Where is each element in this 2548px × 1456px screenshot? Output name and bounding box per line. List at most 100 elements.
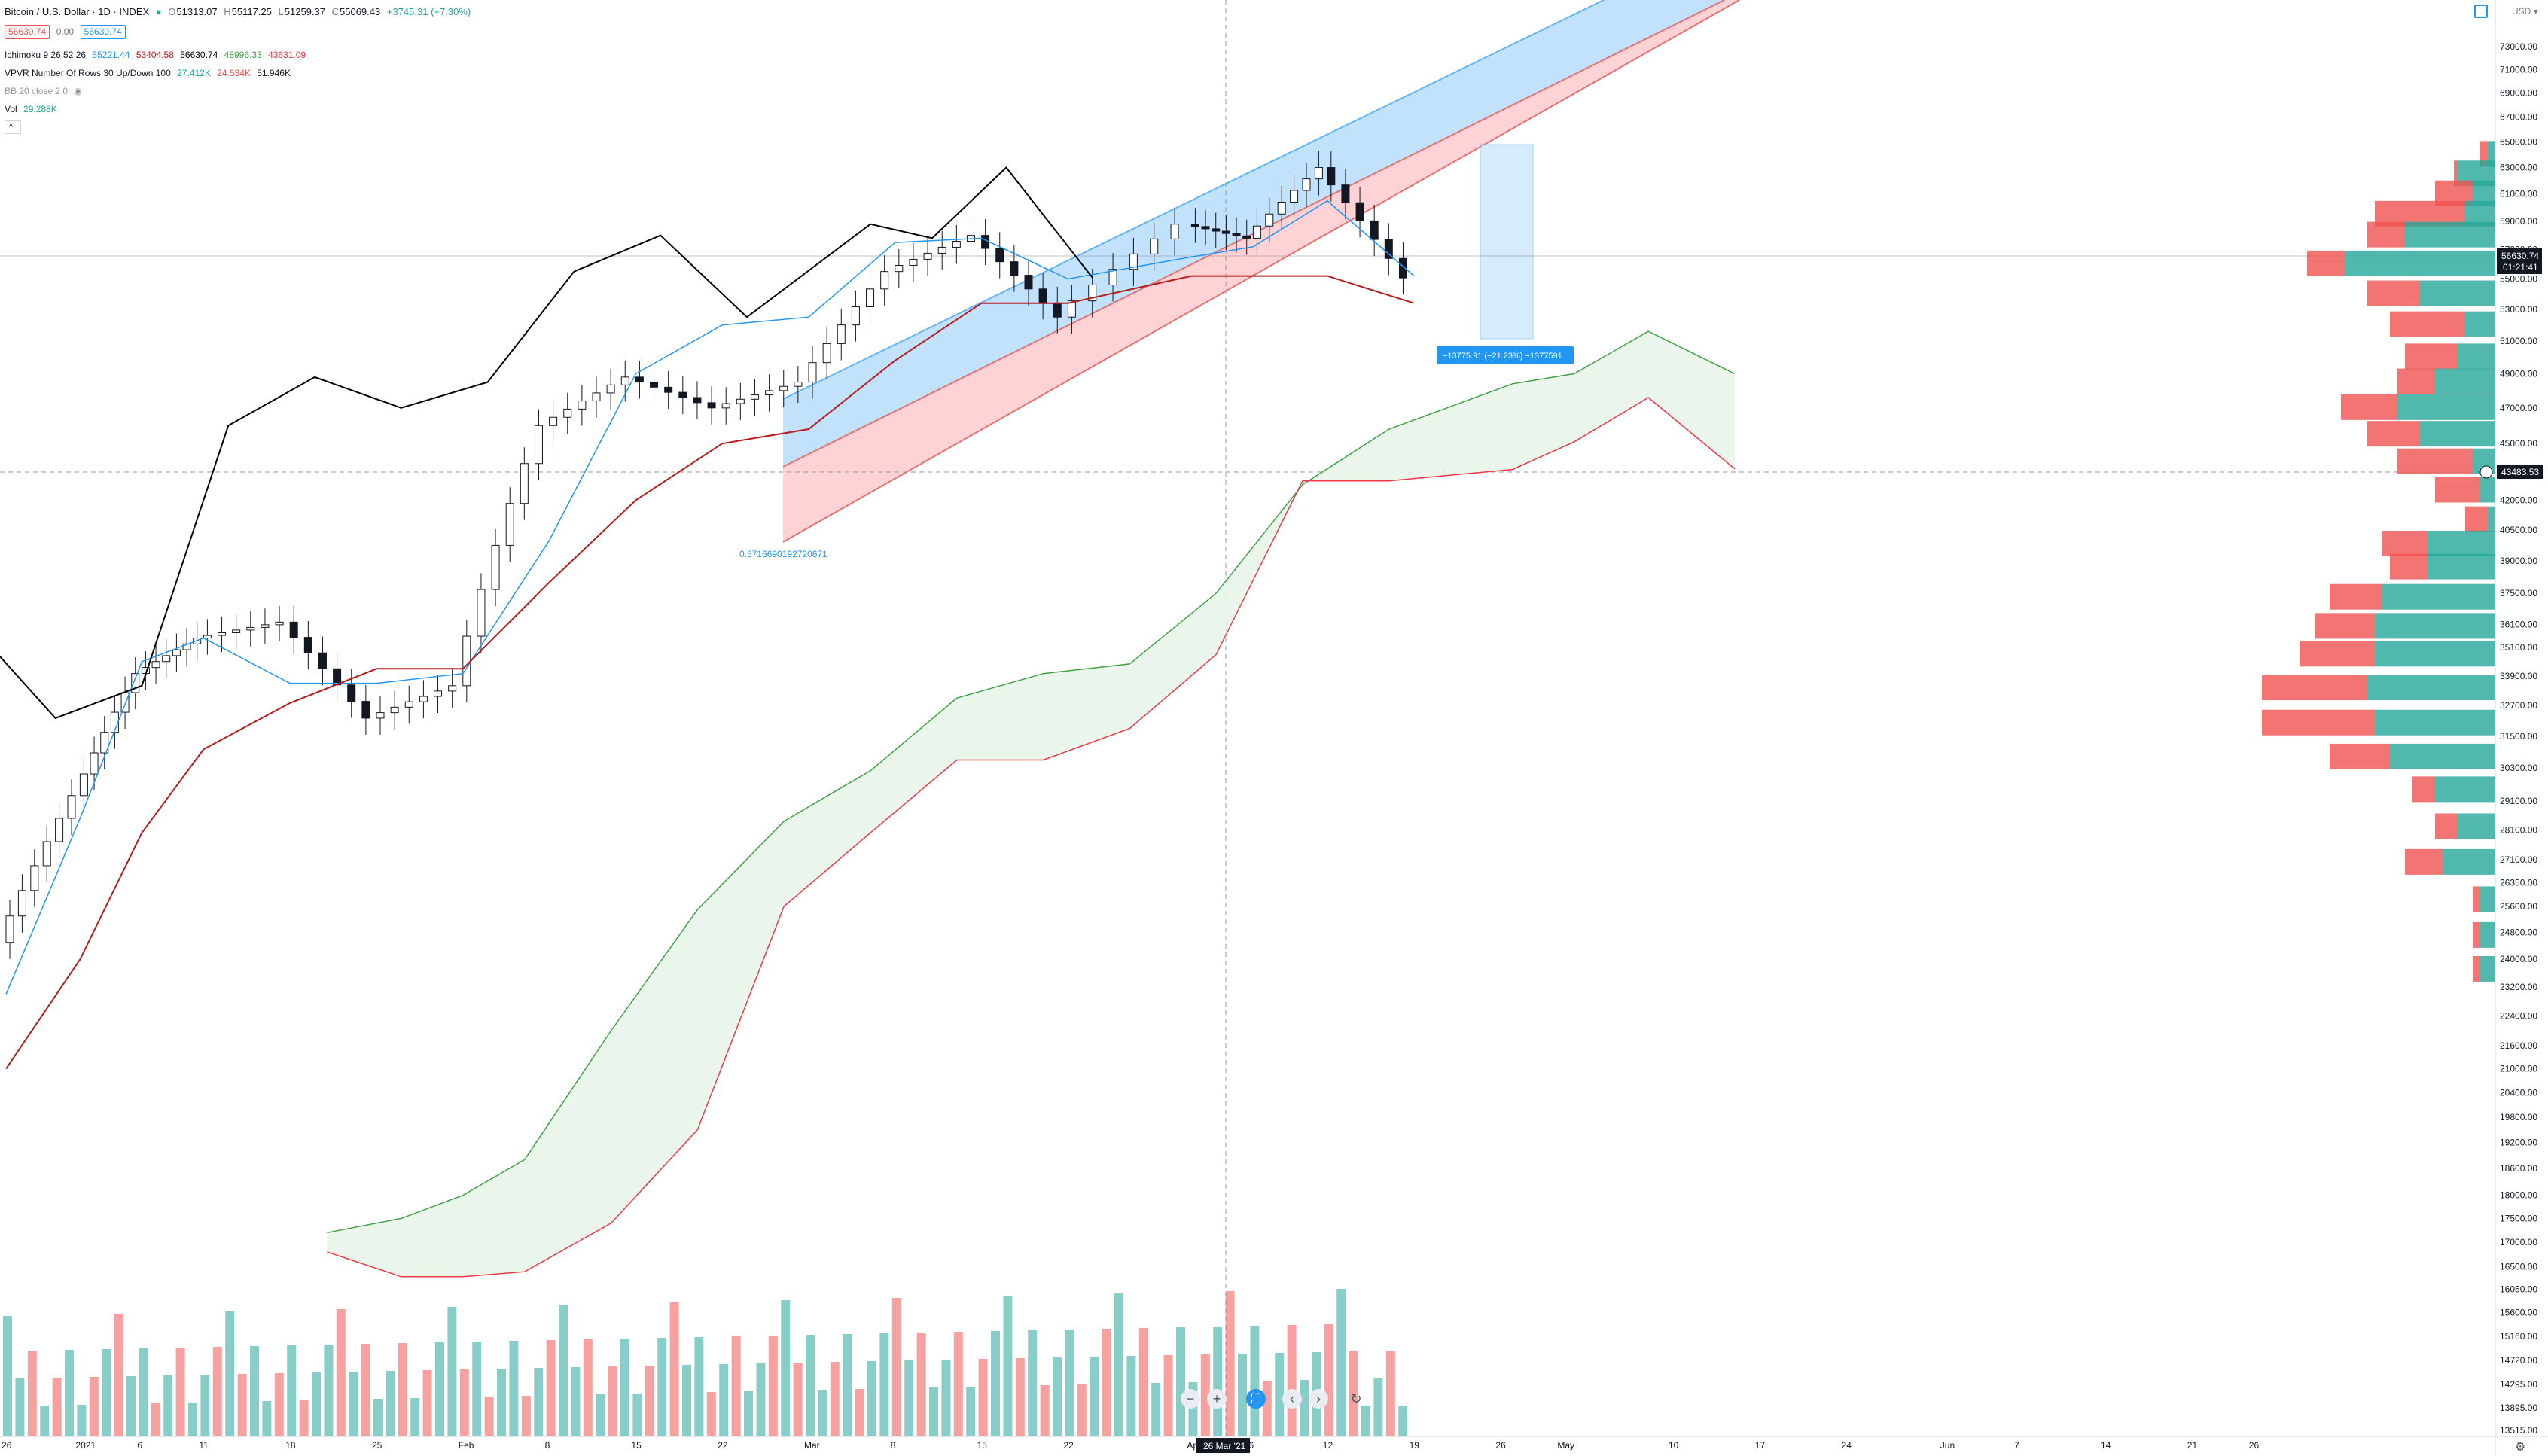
- volume-bar: [571, 1367, 581, 1436]
- volume-bar: [521, 1396, 531, 1436]
- volume-bar: [435, 1342, 444, 1436]
- volume-bar: [1225, 1291, 1235, 1436]
- scroll-right-button[interactable]: ›: [1309, 1389, 1328, 1409]
- candle-body: [981, 235, 990, 249]
- price-axis-label: 21000.00: [2500, 1064, 2537, 1074]
- currency-selector[interactable]: USD ▾: [2512, 6, 2538, 17]
- volume-bar: [756, 1363, 766, 1436]
- candle-body: [261, 624, 270, 628]
- refresh-button[interactable]: ↻: [1350, 1391, 1362, 1406]
- candle-body: [1384, 239, 1393, 259]
- candle-body: [1277, 201, 1286, 215]
- volume-bar: [349, 1372, 358, 1436]
- volume-bar: [768, 1336, 778, 1436]
- ichimoku-chikou-line: [0, 166, 1093, 720]
- candle-body: [721, 403, 730, 409]
- candle-body: [923, 252, 932, 260]
- price-axis-label: 17000.00: [2500, 1237, 2537, 1247]
- crosshair-plus-icon[interactable]: [2479, 465, 2493, 479]
- volume-bar: [706, 1392, 716, 1436]
- time-axis-label: 15: [977, 1440, 988, 1451]
- settings-gear-icon[interactable]: ⚙: [2515, 1441, 2526, 1454]
- buy-price-box[interactable]: 56630.74: [80, 25, 126, 39]
- ohlc-close: 55069.43: [340, 6, 381, 17]
- indicator-vpvr[interactable]: VPVR Number Of Rows 30 Up/Down 100 27.41…: [5, 68, 294, 78]
- price-axis-label: 31500.00: [2500, 731, 2537, 742]
- volume-bar: [1015, 1358, 1025, 1436]
- zoom-out-button[interactable]: −: [1181, 1389, 1200, 1409]
- time-axis-label: 18: [285, 1440, 296, 1451]
- candle-body: [1341, 184, 1350, 203]
- alert-icon[interactable]: [2474, 5, 2488, 18]
- volume-bar: [1349, 1351, 1358, 1436]
- candle-body: [90, 752, 99, 775]
- volume-profile-down-bar: [2473, 955, 2480, 982]
- indicator-name: BB 20 close 2 0: [5, 86, 69, 96]
- sell-price-box[interactable]: 56630.74: [5, 25, 50, 39]
- volume-profile-up-bar: [2435, 776, 2495, 803]
- fib-value-label: 0.5716690192720671: [739, 549, 827, 559]
- price-axis-label: 24000.00: [2500, 954, 2537, 964]
- candle-body: [151, 661, 160, 669]
- volume-bar: [361, 1344, 370, 1436]
- volume-profile-up-bar: [2480, 921, 2495, 948]
- volume-bar: [1300, 1380, 1309, 1436]
- volume-profile-down-bar: [2405, 343, 2458, 370]
- volume-profile-down-bar: [2454, 160, 2458, 187]
- candle-body: [1370, 220, 1379, 240]
- volume-bar: [1003, 1296, 1013, 1436]
- volume-bar: [806, 1335, 815, 1436]
- price-axis-label: 19200.00: [2500, 1137, 2537, 1147]
- time-axis-label: Feb: [459, 1440, 474, 1451]
- candle-body: [100, 732, 109, 754]
- volume-bar: [1336, 1289, 1346, 1436]
- volume-bar: [312, 1372, 321, 1436]
- volume-profile-up-bar: [2375, 709, 2495, 736]
- volume-bar: [151, 1403, 160, 1436]
- volume-bar: [1028, 1330, 1038, 1436]
- time-axis-label: Jun: [1940, 1440, 1955, 1451]
- ohlc-change: +3745.31 (+7.30%): [386, 6, 471, 17]
- volume-bar: [645, 1366, 654, 1436]
- volume-bar: [15, 1378, 25, 1436]
- volume-profile-up-bar: [2443, 848, 2495, 875]
- volume-bar: [1040, 1385, 1050, 1436]
- reset-view-button[interactable]: ⛶: [1246, 1389, 1266, 1409]
- volume-profile-up-bar: [2405, 221, 2495, 248]
- volume-profile-down-bar: [2390, 311, 2465, 337]
- price-axis-label: 21600.00: [2500, 1040, 2537, 1051]
- volume-bar: [830, 1362, 840, 1436]
- volume-bar: [793, 1363, 803, 1436]
- candle-body: [5, 915, 14, 943]
- volume-bar: [40, 1406, 50, 1436]
- volume-bar: [1053, 1357, 1062, 1436]
- volume-bar: [546, 1340, 556, 1436]
- volume-profile-down-bar: [2473, 886, 2480, 912]
- scroll-left-button[interactable]: ‹: [1282, 1389, 1302, 1409]
- eye-icon[interactable]: ◉: [74, 86, 82, 96]
- channel-top-line: [782, 0, 1605, 400]
- time-axis-label: 26: [2249, 1440, 2260, 1451]
- candle-body: [1108, 269, 1117, 285]
- ichimoku-tenkan-line: [5, 200, 1415, 995]
- volume-bar: [1275, 1353, 1285, 1436]
- currency-label: USD: [2512, 6, 2531, 17]
- volume-bar: [1262, 1381, 1272, 1436]
- volume-bar: [929, 1387, 938, 1436]
- price-axis-label: 63000.00: [2500, 163, 2537, 173]
- indicator-bb[interactable]: BB 20 close 2 0 ◉: [5, 86, 86, 96]
- zoom-in-button[interactable]: +: [1207, 1389, 1227, 1409]
- volume-profile-up-bar: [2480, 955, 2495, 982]
- volume-profile-down-bar: [2330, 583, 2382, 610]
- volume-bar: [843, 1334, 852, 1436]
- candle-body: [895, 265, 904, 273]
- price-axis-label: 23200.00: [2500, 982, 2537, 992]
- indicator-ichimoku[interactable]: Ichimoku 9 26 52 26 55221.44 53404.58 56…: [5, 50, 309, 60]
- time-axis-label: 22: [1063, 1440, 1074, 1451]
- indicator-volume[interactable]: Vol 29.288K: [5, 104, 61, 114]
- collapse-legend-button[interactable]: ^: [5, 120, 21, 134]
- price-axis-label: 71000.00: [2500, 64, 2537, 75]
- volume-profile-up-bar: [2420, 280, 2495, 306]
- volume-bar: [991, 1331, 1000, 1436]
